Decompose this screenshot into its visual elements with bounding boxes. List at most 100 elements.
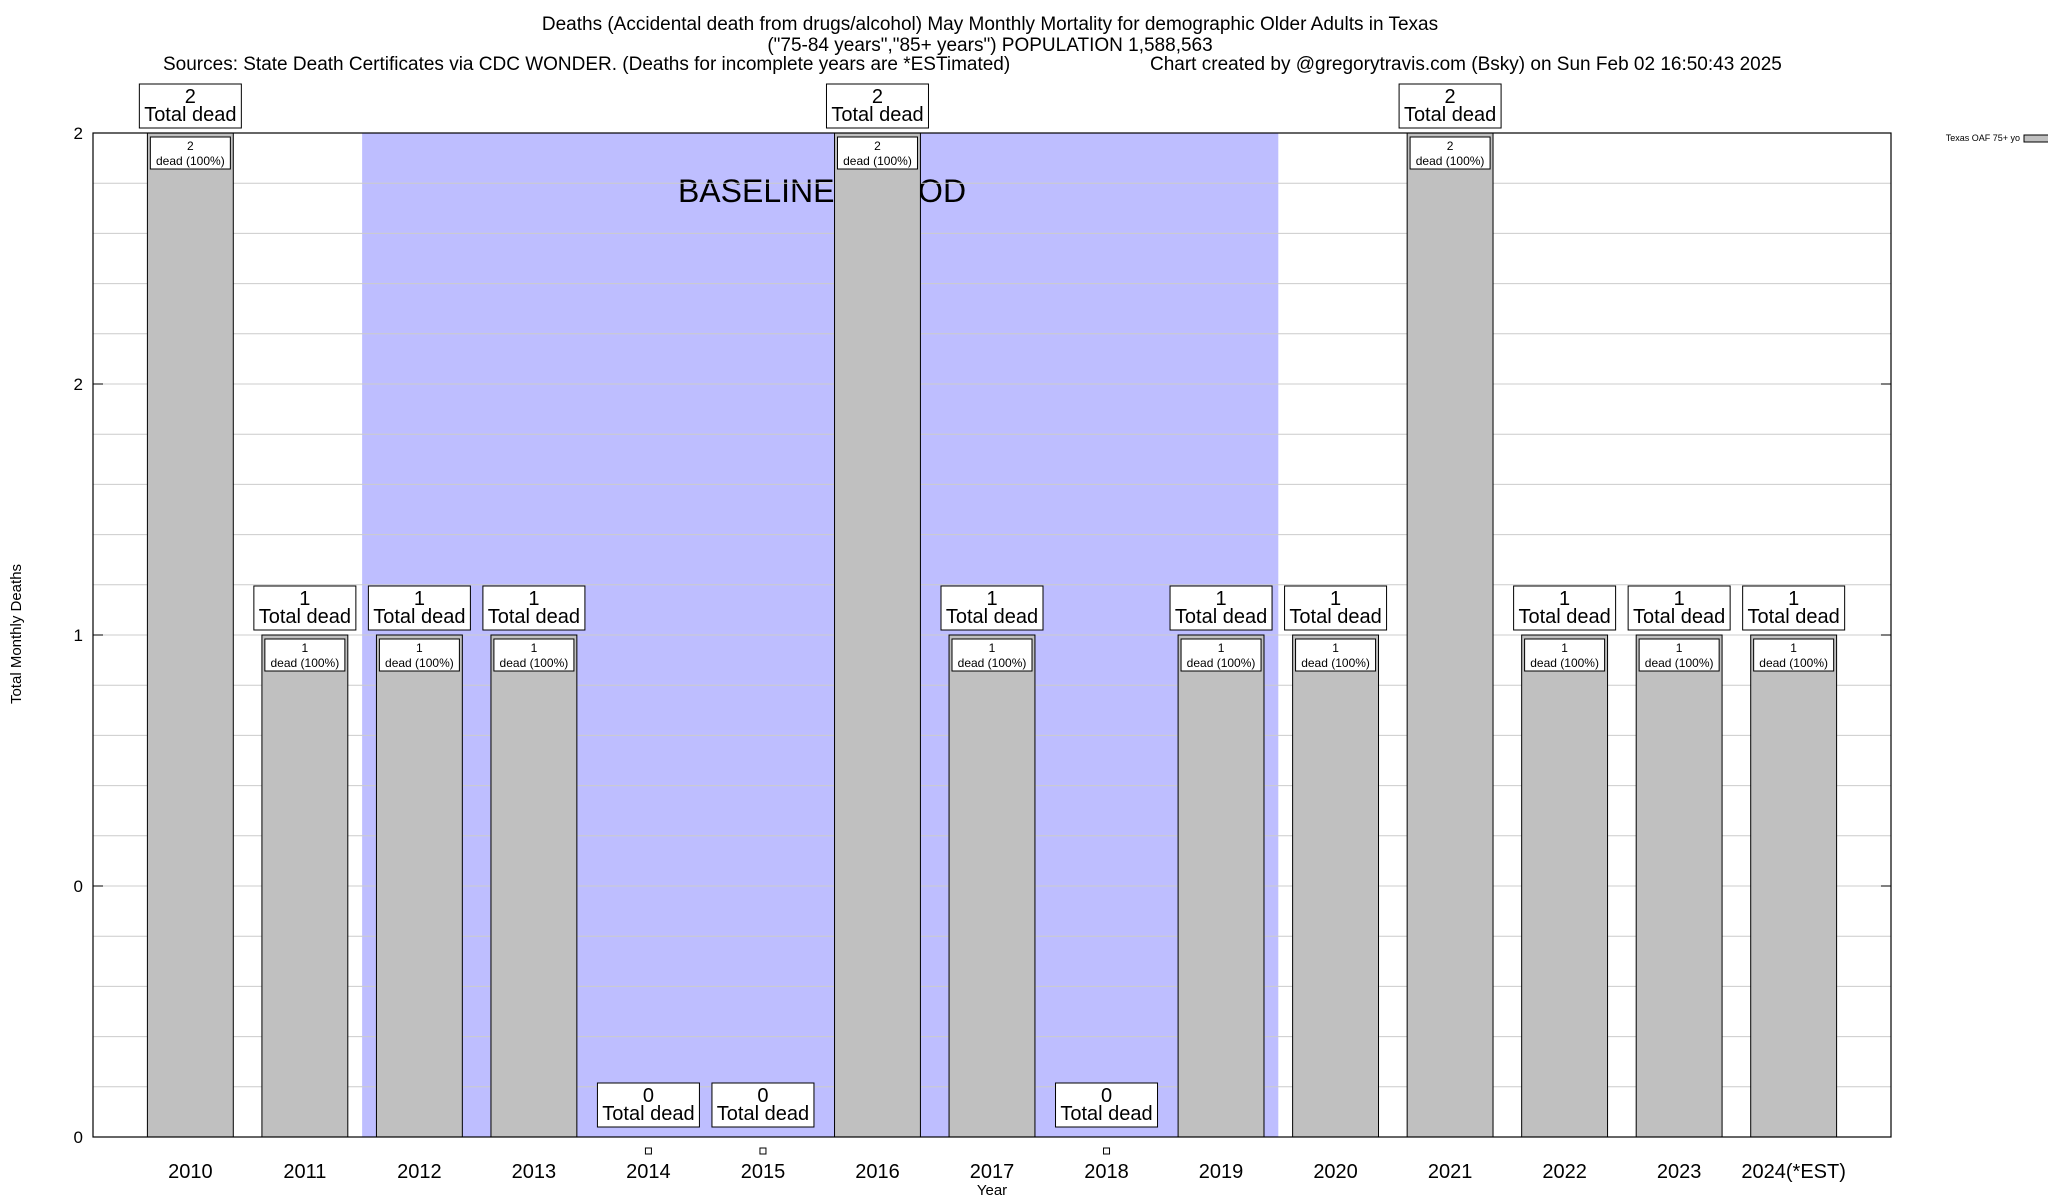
total-label-box	[1169, 585, 1273, 631]
total-label-text: Total dead	[373, 606, 465, 628]
total-label-box	[940, 585, 1044, 631]
total-label-text: Total dead	[717, 1103, 809, 1125]
inner-label-count: 1	[1332, 641, 1339, 655]
inner-label-text: dead (100%)	[271, 656, 340, 670]
inner-label-text: dead (100%)	[156, 154, 225, 168]
chart-title: Deaths (Accidental death from drugs/alco…	[0, 14, 1980, 56]
inner-label-box	[1409, 136, 1491, 170]
x-tick-label: 2015	[741, 1161, 786, 1183]
total-label-count: 1	[1215, 588, 1226, 610]
bar	[1177, 634, 1265, 1138]
total-label-box	[1627, 585, 1731, 631]
inner-label-count: 1	[989, 641, 996, 655]
bar	[375, 634, 463, 1138]
x-tick-label: 2023	[1657, 1161, 1702, 1183]
axes-layer: 0 0 1 2 2	[74, 124, 1892, 1147]
y-tick-label: 0	[74, 1128, 83, 1147]
inner-label-text: dead (100%)	[1530, 656, 1599, 670]
bar	[834, 132, 921, 1138]
inner-label-box	[1638, 638, 1720, 672]
y-tick-label: 1	[74, 626, 83, 645]
total-label-count: 1	[1559, 588, 1570, 610]
total-label-count: 0	[1101, 1085, 1112, 1107]
x-tick-label: 2020	[1313, 1161, 1358, 1183]
bar	[1406, 132, 1494, 1138]
total-label-box	[825, 83, 929, 129]
total-label-count: 2	[185, 86, 196, 108]
x-tick-label: 2019	[1199, 1161, 1244, 1183]
bars-layer	[146, 132, 1838, 1138]
total-label-count: 1	[528, 588, 539, 610]
inner-label-box	[1295, 638, 1377, 672]
total-label-count: 2	[1445, 86, 1456, 108]
inner-label-text: dead (100%)	[1187, 656, 1256, 670]
total-label-box	[596, 1082, 700, 1128]
chart-title-line2: ("75-84 years","85+ years") POPULATION 1…	[767, 35, 1213, 56]
x-tick-label: 2018	[1084, 1161, 1129, 1183]
inner-label-count: 2	[187, 139, 194, 153]
total-label-text: Total dead	[1289, 606, 1381, 628]
zero-marker	[644, 1147, 652, 1155]
inner-label-box	[378, 638, 460, 672]
legend-swatch	[2023, 134, 2048, 143]
bar	[490, 634, 578, 1138]
total-label-box	[1742, 585, 1846, 631]
total-label-box	[1398, 83, 1502, 129]
inner-label-box	[1753, 638, 1835, 672]
total-label-text: Total dead	[1518, 606, 1610, 628]
x-tick-label: 2024(*EST)	[1741, 1161, 1846, 1183]
bar	[1292, 634, 1380, 1138]
total-label-count: 2	[872, 86, 883, 108]
legend-entry-label: Texas OAF 75+ yo	[1946, 133, 2020, 143]
zero-marker	[1103, 1147, 1111, 1155]
inner-label-box	[836, 136, 918, 170]
chart-credit: Chart created by @gregorytravis.com (Bsk…	[1150, 54, 1782, 75]
y-tick-label: 2	[74, 124, 83, 143]
inner-label-count: 1	[1218, 641, 1225, 655]
total-label-box	[253, 585, 357, 631]
total-label-text: Total dead	[488, 606, 580, 628]
inner-label-count: 2	[1447, 139, 1454, 153]
y-tick-label: 2	[74, 375, 83, 394]
y-tick-label: 0	[74, 877, 83, 896]
total-label-count: 0	[643, 1085, 654, 1107]
legend: Texas OAF 75+ yo	[1946, 133, 2048, 143]
chart-sources: Sources: State Death Certificates via CD…	[163, 54, 1011, 75]
total-label-text: Total dead	[831, 104, 923, 126]
total-label-text: Total dead	[946, 606, 1038, 628]
inner-label-text: dead (100%)	[1301, 656, 1370, 670]
bar	[948, 634, 1036, 1138]
inner-label-box	[493, 638, 575, 672]
baseline-period-label: BASELINE PERIOD	[678, 173, 966, 209]
inner-label-text: dead (100%)	[958, 656, 1027, 670]
total-label-box	[1055, 1082, 1159, 1128]
inner-label-box	[1180, 638, 1262, 672]
bar	[146, 132, 234, 1138]
total-label-text: Total dead	[1748, 606, 1840, 628]
x-tick-label: 2013	[512, 1161, 557, 1183]
inner-label-count: 1	[531, 641, 538, 655]
bar	[261, 634, 349, 1138]
zero-marker	[759, 1147, 767, 1155]
inner-label-text: dead (100%)	[843, 154, 912, 168]
total-label-text: Total dead	[1175, 606, 1267, 628]
bar	[1750, 634, 1838, 1138]
total-label-box	[482, 585, 586, 631]
x-axis-label: Year	[977, 1182, 1007, 1199]
inner-label-text: dead (100%)	[500, 656, 569, 670]
inner-label-box	[1524, 638, 1606, 672]
inner-label-box	[149, 136, 231, 170]
total-label-text: Total dead	[1060, 1103, 1152, 1125]
x-tick-label: 2017	[970, 1161, 1015, 1183]
total-label-box	[1284, 585, 1388, 631]
total-label-count: 1	[414, 588, 425, 610]
total-label-count: 1	[1330, 588, 1341, 610]
total-label-text: Total dead	[1633, 606, 1725, 628]
x-tick-label: 2021	[1428, 1161, 1473, 1183]
bar	[1635, 634, 1723, 1138]
total-label-text: Total dead	[144, 104, 236, 126]
total-label-box	[1513, 585, 1617, 631]
inner-label-text: dead (100%)	[385, 656, 454, 670]
x-tick-label: 2022	[1542, 1161, 1587, 1183]
